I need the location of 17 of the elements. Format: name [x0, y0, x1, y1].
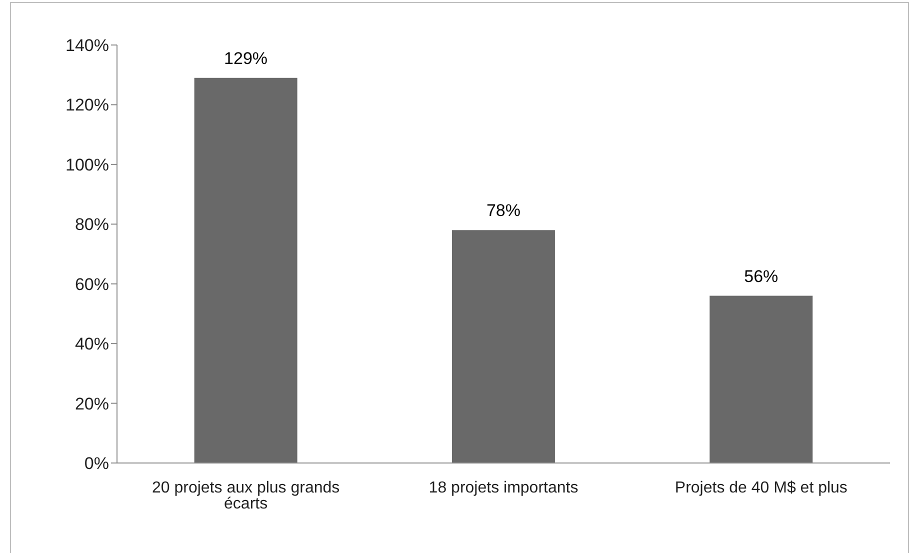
y-tick-label: 100%: [66, 155, 109, 174]
data-label: 56%: [744, 266, 778, 286]
data-label: 129%: [224, 48, 268, 68]
y-tick-label: 40%: [74, 334, 109, 354]
data-label: 78%: [486, 201, 520, 220]
x-tick-label: 18 projets importants: [428, 479, 578, 496]
y-tick-label: 20%: [74, 394, 109, 414]
bar: [194, 78, 298, 463]
x-tick-label: 20 projets aux plus grands écarts: [152, 479, 340, 512]
y-tick-label: 60%: [74, 274, 109, 294]
y-tick-label: 0%: [84, 454, 109, 474]
bar: [452, 230, 555, 463]
bar: [710, 296, 813, 463]
x-tick-label: Projets de 40 M$ et plus: [674, 479, 848, 496]
y-tick-label: 80%: [74, 215, 109, 234]
y-tick-label: 140%: [66, 36, 109, 56]
y-tick-label: 120%: [66, 96, 109, 115]
